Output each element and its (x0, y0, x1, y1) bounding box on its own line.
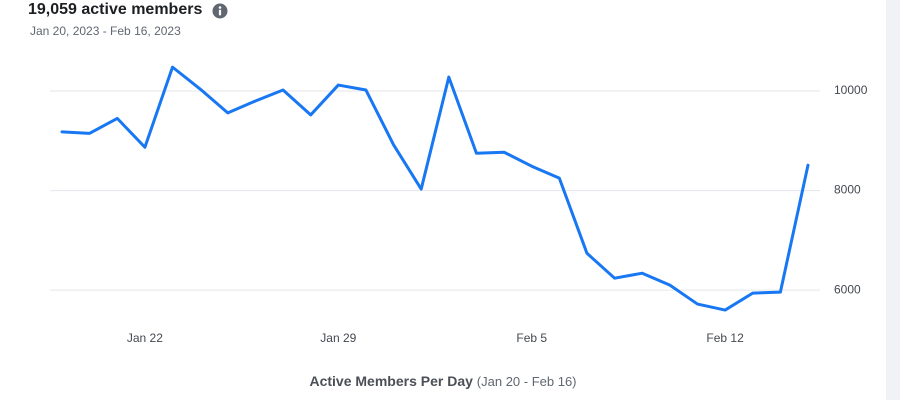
title: 19,059 active members (28, 1, 203, 18)
y-tick-label: 8000 (834, 183, 861, 197)
x-tick-label: Jan 22 (127, 331, 163, 345)
x-tick-label: Feb 5 (516, 331, 547, 345)
x-tick-label: Feb 12 (706, 331, 744, 345)
x-tick-label: Jan 29 (320, 331, 356, 345)
y-tick-label: 10000 (834, 83, 868, 97)
subtitle: Jan 20, 2023 - Feb 16, 2023 (30, 24, 181, 38)
x-label: Active Members Per Day (309, 373, 473, 389)
x-label-note: (Jan 20 - Feb 16) (476, 374, 577, 389)
page-edge (886, 0, 900, 400)
chart: 6000 8000 10000 Jan 22 Jan 29 Feb 5 Feb 12 (50, 65, 868, 345)
x-axis-title: Active Members Per Day (Jan 20 - Feb 16) (0, 373, 886, 389)
data-line (60, 65, 810, 312)
info-icon[interactable] (212, 3, 228, 19)
y-tick-label: 6000 (834, 282, 861, 296)
